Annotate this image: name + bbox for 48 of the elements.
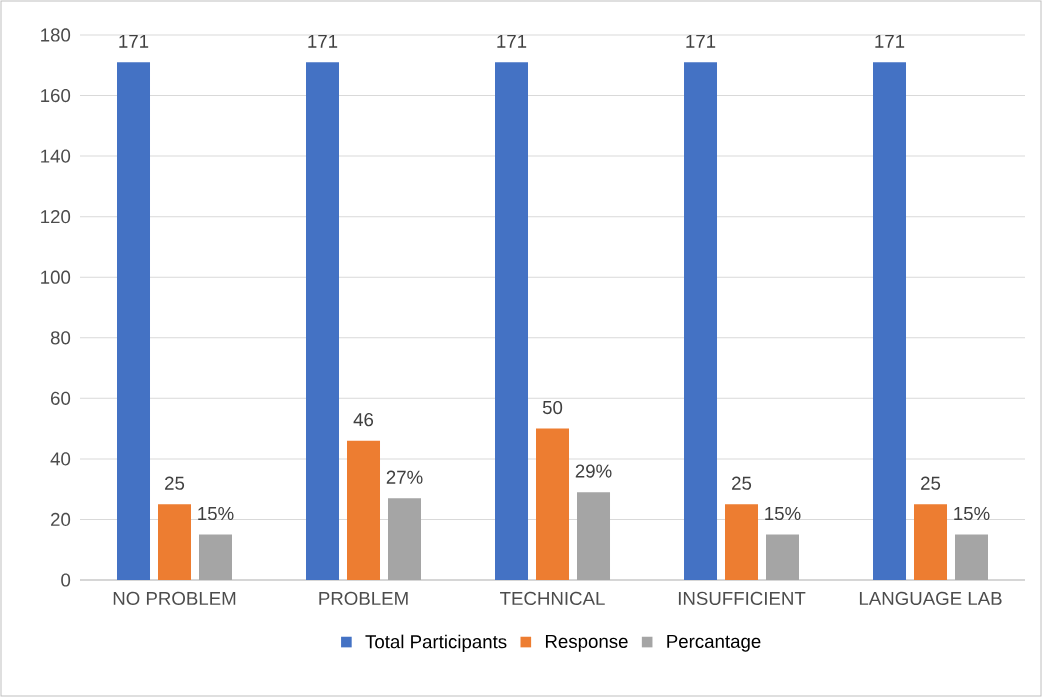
bar	[158, 504, 191, 580]
y-tick-label: 20	[51, 512, 71, 527]
bar	[955, 534, 989, 580]
y-tick-label: 0	[61, 573, 71, 587]
data-label: 27%	[386, 470, 423, 484]
data-label: 15%	[954, 506, 990, 521]
data-label: 25	[165, 476, 185, 490]
data-label: 171	[119, 34, 149, 48]
data-label: 15%	[198, 506, 234, 521]
bar	[873, 62, 907, 580]
data-label: 15%	[765, 506, 801, 521]
data-label: 46	[353, 413, 374, 427]
bar	[199, 534, 232, 580]
bar	[725, 504, 759, 580]
x-tick-label: LANGUAGE LAB	[859, 591, 1002, 606]
bar	[495, 62, 528, 580]
bar	[914, 504, 947, 580]
bar	[577, 492, 611, 580]
legend-label: Percantage	[667, 634, 761, 652]
bar	[117, 62, 151, 580]
bar	[684, 62, 718, 580]
y-tick-label: 160	[41, 88, 71, 103]
legend-label: Total Participants	[365, 634, 507, 653]
legend-label: Response	[545, 634, 628, 652]
y-tick-label: 100	[41, 270, 71, 284]
data-label: 29%	[575, 464, 612, 478]
y-tick-label: 80	[50, 331, 71, 345]
y-tick-label: 140	[41, 149, 71, 163]
x-tick-label: INSUFFICIENT	[678, 591, 806, 606]
y-tick-label: 180	[41, 28, 71, 42]
data-label: 25	[732, 476, 752, 490]
data-label: 25	[921, 476, 941, 490]
y-tick-label: 40	[50, 452, 71, 466]
bar	[766, 534, 799, 580]
data-label: 171	[497, 34, 527, 48]
x-tick-label: NO PROBLEM	[113, 591, 236, 606]
bar	[536, 428, 570, 580]
bar	[388, 498, 422, 580]
x-tick-label: TECHNICAL	[500, 591, 605, 606]
data-label: 50	[542, 400, 563, 415]
y-tick-label: 60	[51, 391, 71, 405]
data-label: 171	[875, 34, 905, 48]
y-tick-label: 120	[41, 210, 71, 224]
bar	[306, 62, 339, 580]
bar	[347, 440, 380, 580]
data-label: 171	[686, 34, 716, 48]
x-tick-label: PROBLEM	[319, 591, 408, 606]
data-label: 171	[308, 34, 338, 48]
